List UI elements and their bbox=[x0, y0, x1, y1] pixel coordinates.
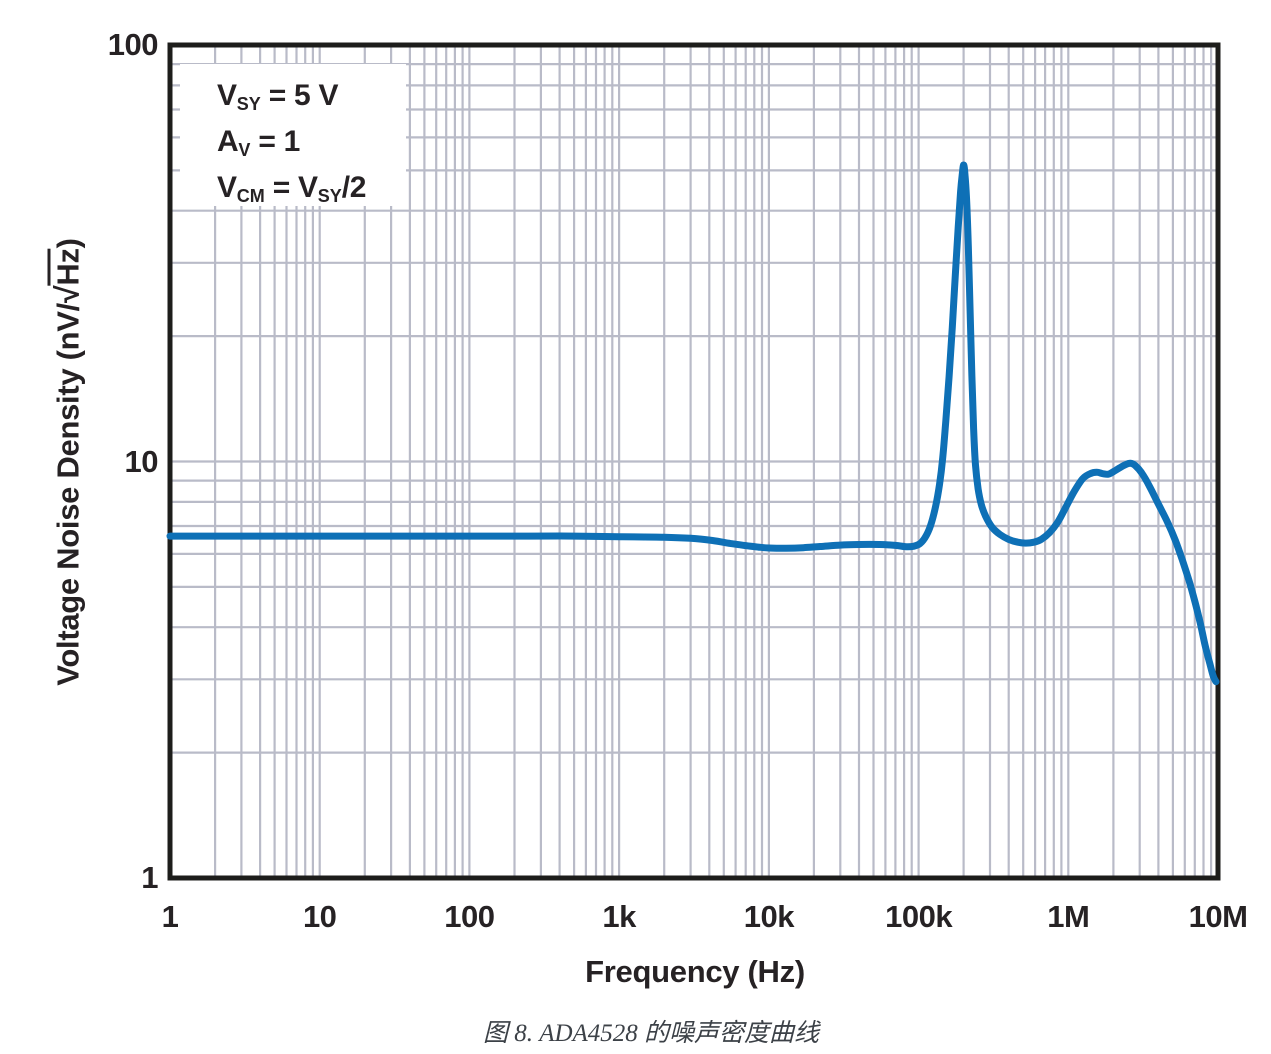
x-tick-label: 1k bbox=[602, 899, 636, 934]
condition-text: A bbox=[217, 125, 239, 159]
x-axis-title: Frequency (Hz) bbox=[585, 954, 805, 989]
condition-text: V bbox=[217, 79, 237, 112]
condition-text: = V bbox=[264, 171, 318, 205]
plot-frame bbox=[167, 42, 1221, 881]
subscript: V bbox=[238, 140, 251, 161]
y-title-text: ) bbox=[50, 238, 86, 249]
figure-caption: 图 8. ADA4528 的噪声密度曲线 bbox=[482, 1020, 820, 1047]
x-tick-label: 10M bbox=[1188, 899, 1248, 934]
x-tick-label: 100 bbox=[444, 899, 495, 934]
noise-curve bbox=[166, 161, 1220, 686]
sqrt-symbol: √ bbox=[49, 285, 86, 304]
y-tick-label: 100 bbox=[107, 27, 159, 62]
test-conditions-box: VSY = 5 V AV = 1 VCM = VSY/2 bbox=[180, 64, 406, 206]
y-title-text: Voltage Noise Density (nV/ bbox=[50, 303, 86, 686]
condition-text: = 5 V bbox=[260, 79, 339, 112]
x-tick-label: 10 bbox=[302, 899, 337, 934]
x-tick-label: 1M bbox=[1047, 899, 1090, 934]
y-tick-label: 1 bbox=[141, 860, 158, 895]
y-tick-label: 10 bbox=[124, 443, 159, 479]
condition-common-mode: VCM = VSY/2 bbox=[217, 169, 406, 215]
condition-text: V bbox=[217, 171, 237, 205]
y-axis-title: Voltage Noise Density (nV/√Hz) bbox=[47, 238, 87, 686]
condition-text: = 1 bbox=[250, 125, 301, 159]
x-tick-label: 100k bbox=[885, 899, 953, 934]
x-tick-label: 10k bbox=[743, 899, 795, 934]
subscript: CM bbox=[236, 186, 265, 207]
condition-gain: AV = 1 bbox=[217, 123, 406, 169]
x-tick-label: 1 bbox=[161, 899, 179, 934]
subscript: SY bbox=[236, 94, 261, 115]
condition-text: /2 bbox=[341, 171, 367, 205]
subscript: SY bbox=[317, 186, 342, 207]
sqrt-argument: Hz bbox=[47, 248, 86, 286]
condition-supply-voltage: VSY = 5 V bbox=[217, 77, 406, 123]
